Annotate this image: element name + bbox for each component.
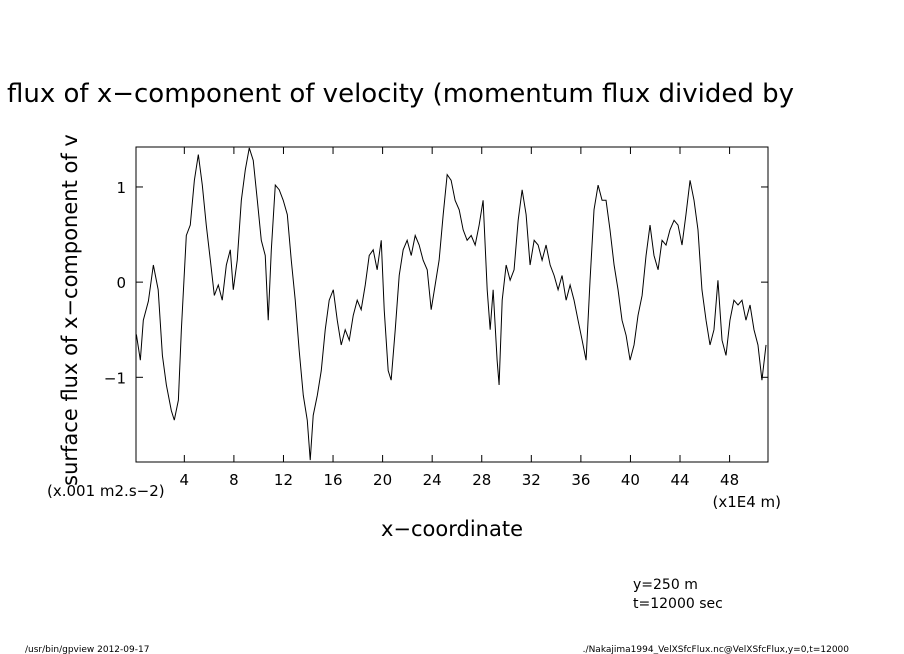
y-tick-label: 1 [116, 179, 126, 197]
footer-left: /usr/bin/gpview 2012-09-17 [25, 645, 149, 654]
x-tick-label: 20 [373, 471, 392, 489]
y-tick-label: −1 [104, 369, 126, 387]
x-axis-label: x−coordinate [381, 517, 523, 541]
x-tick-label: 44 [670, 471, 689, 489]
x-tick-label: 16 [323, 471, 342, 489]
note: t=12000 sec [633, 596, 723, 612]
y-axis-label: surface flux of x−component of v [58, 134, 82, 486]
y-tick-label: 0 [116, 274, 126, 292]
x-tick-label: 12 [274, 471, 293, 489]
x-tick-label: 32 [522, 471, 541, 489]
x-tick-label: 36 [571, 471, 590, 489]
plot-frame [135, 146, 769, 463]
y-unit: (x.001 m2.s−2) [47, 482, 165, 500]
chart-title: flux of x−component of velocity (momentu… [7, 79, 794, 109]
x-tick-label: 48 [720, 471, 739, 489]
x-tick-label: 40 [621, 471, 640, 489]
note: y=250 m [633, 577, 698, 593]
x-tick-label: 24 [423, 471, 442, 489]
x-tick-label: 8 [229, 471, 239, 489]
x-tick-label: 28 [472, 471, 491, 489]
x-tick-label: 4 [180, 471, 190, 489]
data-line [135, 147, 767, 461]
footer-right: ./Nakajima1994_VelXSfcFlux.nc@VelXSfcFlu… [583, 645, 850, 654]
x-unit: (x1E4 m) [712, 493, 781, 511]
